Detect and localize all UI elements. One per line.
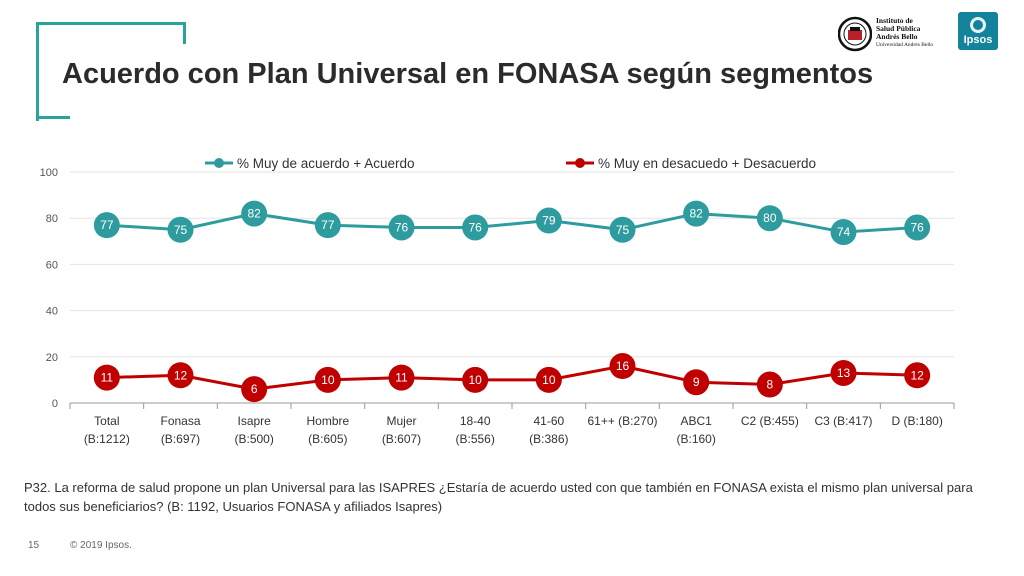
x-tick-label: (B:605) [308, 432, 347, 446]
data-point [904, 362, 931, 389]
x-tick-label: ABC1 [680, 414, 712, 428]
page-title: Acuerdo con Plan Universal en FONASA seg… [62, 58, 874, 90]
data-point [388, 214, 415, 241]
x-tick-label: (B:386) [529, 432, 568, 446]
x-tick-label: (B:697) [161, 432, 200, 446]
x-tick-label: D (B:180) [891, 414, 942, 428]
data-point [756, 205, 783, 232]
data-label: 79 [542, 214, 556, 228]
frame-bottom-decoration [36, 116, 70, 119]
data-label: 12 [174, 368, 188, 382]
data-label: 75 [174, 223, 188, 237]
data-point [314, 212, 341, 239]
x-tick-label: (B:1212) [84, 432, 130, 446]
data-point [609, 353, 636, 380]
data-label: 11 [101, 371, 114, 385]
y-tick-label: 60 [46, 259, 58, 271]
line-chart: 0 20 40 60 80 100 Total (B:1212) Fonasa (B:697) Is… [40, 156, 955, 446]
x-tick-label: 41-60 [533, 414, 564, 428]
data-point [462, 214, 489, 241]
data-label: 77 [100, 218, 114, 232]
data-label: 76 [910, 220, 924, 234]
data-point [388, 364, 415, 391]
ipsos-logo: Ipsos [958, 12, 998, 50]
y-tick-label: 0 [52, 398, 58, 410]
institute-logo-line-1: Instituto de [876, 16, 913, 25]
page-number: 15 [28, 540, 40, 551]
x-tick-label: (B:607) [382, 432, 421, 446]
legend-swatch-marker [575, 158, 585, 168]
data-label: 10 [468, 373, 482, 387]
institute-logo-line-4: Universidad Andrés Bello [876, 42, 934, 48]
data-label: 13 [837, 366, 851, 380]
data-point [241, 200, 268, 227]
data-point [462, 366, 489, 393]
data-point [241, 376, 268, 403]
legend-label: % Muy en desacuedo + Desacuerdo [598, 156, 816, 171]
y-tick-label: 40 [46, 306, 58, 318]
data-point [535, 207, 562, 234]
data-point [167, 362, 194, 389]
legend-label: % Muy de acuerdo + Acuerdo [237, 156, 414, 171]
x-tick-label: Fonasa [160, 414, 200, 428]
x-tick-label: C2 (B:455) [741, 414, 799, 428]
x-tick-label: C3 (B:417) [814, 414, 872, 428]
data-label: 77 [321, 218, 335, 232]
x-tick-label: Hombre [306, 414, 349, 428]
x-tick-label: (B:556) [455, 432, 494, 446]
data-label: 16 [616, 359, 630, 373]
x-tick-label: 18-40 [460, 414, 491, 428]
data-label: 75 [616, 223, 630, 237]
data-point [167, 216, 194, 243]
data-point [683, 369, 710, 396]
x-tick-label: (B:500) [234, 432, 273, 446]
institute-seal-icon [838, 16, 872, 52]
data-point [830, 219, 857, 246]
copyright: © 2019 Ipsos. [70, 540, 132, 551]
data-label: 10 [542, 373, 556, 387]
data-label: 76 [395, 220, 409, 234]
data-label: 11 [395, 371, 408, 385]
data-point [314, 366, 341, 393]
x-tick-label: Mujer [386, 414, 416, 428]
data-point [93, 364, 120, 391]
data-point [904, 214, 931, 241]
x-tick-label: 61++ (B:270) [587, 414, 657, 428]
data-label: 9 [693, 375, 700, 389]
data-point [683, 200, 710, 227]
data-label: 6 [251, 382, 258, 396]
data-label: 82 [689, 207, 703, 221]
series-line [106, 212, 918, 234]
data-label: 80 [763, 211, 777, 225]
y-tick-label: 80 [46, 213, 58, 225]
y-tick-label: 100 [40, 167, 58, 179]
x-tick-label: Isapre [237, 414, 271, 428]
legend-swatch-marker [214, 158, 224, 168]
frame-corner-decoration [36, 22, 186, 121]
institute-logo-line-3: Andrés Bello [876, 32, 918, 41]
ipsos-mark-icon [970, 17, 986, 33]
x-tick-label: Total [94, 414, 119, 428]
data-point [756, 371, 783, 398]
data-point [609, 216, 636, 243]
data-point [830, 359, 857, 386]
data-label: 10 [321, 373, 335, 387]
question-footnote: P32. La reforma de salud propone un plan… [24, 480, 973, 514]
data-point [93, 212, 120, 239]
data-label: 82 [247, 207, 261, 221]
x-tick-label: (B:160) [676, 432, 715, 446]
data-point [535, 366, 562, 393]
data-label: 12 [910, 368, 924, 382]
y-tick-label: 20 [46, 352, 58, 364]
data-label: 76 [468, 220, 482, 234]
series-line [106, 364, 918, 391]
ipsos-logo-text: Ipsos [963, 34, 993, 46]
data-label: 74 [837, 225, 851, 239]
data-label: 8 [766, 378, 773, 392]
institute-logo: Instituto de Salud Pública Andrés Bello … [838, 14, 938, 56]
institute-logo-line-2: Salud Pública [876, 24, 921, 33]
